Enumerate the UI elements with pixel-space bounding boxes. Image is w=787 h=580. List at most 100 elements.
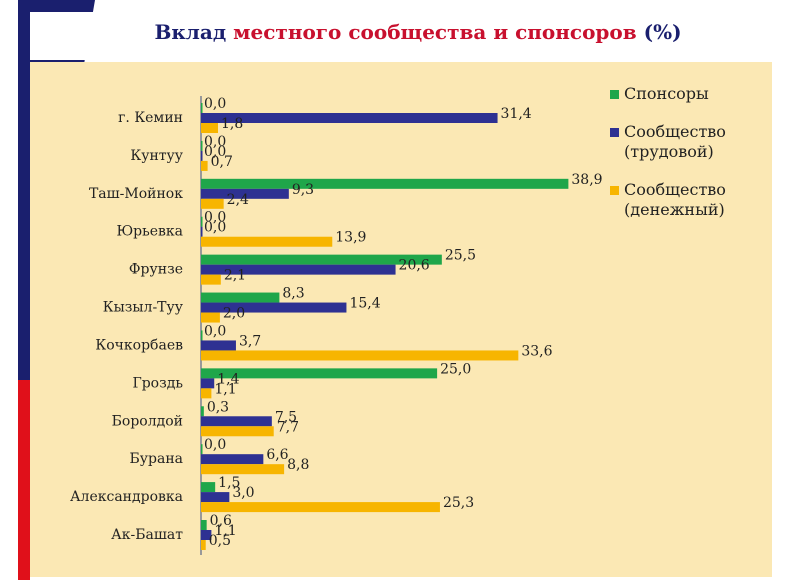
bar (201, 388, 212, 399)
bar (201, 444, 203, 455)
data-label: 0,7 (211, 154, 233, 170)
legend-label: Спонсоры (624, 84, 709, 103)
data-label: 25,0 (440, 361, 471, 377)
decor-strip (18, 380, 30, 580)
bar (201, 188, 289, 199)
data-label: 0,0 (204, 144, 226, 160)
legend-item: Сообщество (трудовой) (610, 122, 760, 162)
bar (201, 292, 280, 303)
bar (201, 530, 212, 540)
data-label: 0,6 (210, 513, 232, 529)
bar (201, 426, 274, 437)
legend-swatch (610, 186, 619, 195)
legend-item: Сообщество (денежный) (610, 180, 760, 220)
data-label: 15,4 (349, 296, 380, 312)
data-label: 0,0 (204, 210, 226, 226)
data-label: 38,9 (571, 172, 602, 188)
bar (201, 330, 203, 341)
y-tick-label: Гроздь (132, 375, 183, 391)
y-tick-label: Кунтуу (130, 148, 183, 164)
data-label: 25,5 (445, 248, 476, 264)
data-label: 9,3 (292, 182, 314, 198)
bar (201, 482, 216, 493)
data-label: 20,6 (399, 258, 430, 274)
title-part: местного сообщества и спонсоров (233, 20, 637, 44)
data-label: 0,0 (204, 220, 226, 236)
data-label: 25,3 (443, 495, 474, 511)
legend-label: Сообщество (денежный) (624, 180, 726, 219)
bar (201, 103, 203, 113)
data-label: 1,1 (214, 381, 236, 397)
data-label: 1,8 (221, 116, 243, 132)
legend-swatch (610, 90, 619, 99)
bar (201, 150, 203, 161)
bar (201, 378, 215, 389)
data-label: 2,0 (223, 306, 245, 322)
bar (201, 113, 498, 123)
bar (201, 178, 569, 189)
bar (201, 540, 206, 550)
chart-title: Вклад местного сообщества и спонсоров (%… (154, 20, 681, 44)
data-label: 7,7 (277, 419, 299, 435)
data-label: 0,5 (209, 533, 231, 549)
title-part: (%) (644, 20, 682, 44)
data-label: 1,4 (217, 371, 239, 387)
bar (201, 368, 438, 379)
data-label: 2,4 (227, 192, 249, 208)
data-label: 2,1 (224, 268, 246, 284)
y-tick-label: г. Кемин (118, 110, 183, 126)
data-label: 31,4 (501, 106, 532, 122)
data-label: 0,3 (207, 399, 229, 415)
bar (201, 454, 264, 465)
data-label: 13,9 (335, 230, 366, 246)
data-label: 1,1 (214, 523, 236, 539)
legend-swatch (610, 128, 619, 137)
data-label: 0,0 (204, 437, 226, 453)
data-label: 8,3 (282, 286, 304, 302)
data-label: 3,0 (232, 485, 254, 501)
data-label: 1,5 (218, 475, 240, 491)
data-label: 8,8 (287, 457, 309, 473)
legend: Спонсоры Сообщество (трудовой) Сообщество … (610, 84, 760, 238)
data-label: 0,0 (204, 134, 226, 150)
y-tick-label: Юрьевка (116, 224, 183, 240)
bar (201, 216, 203, 227)
bar (201, 464, 285, 475)
bar (201, 406, 204, 417)
data-label: 0,0 (204, 96, 226, 112)
bar (201, 198, 224, 209)
y-tick-label: Кочкорбаев (95, 337, 183, 353)
bar (201, 140, 203, 151)
data-label: 0,0 (204, 323, 226, 339)
bar (201, 226, 203, 237)
y-tick-label: Боролдой (112, 413, 183, 429)
y-tick-label: Александровка (70, 489, 183, 505)
y-tick-label: Бурана (129, 451, 183, 467)
bar (201, 123, 218, 133)
data-label: 33,6 (521, 343, 552, 359)
bar (201, 520, 207, 530)
data-label: 3,7 (239, 333, 261, 349)
data-label: 6,6 (266, 447, 288, 463)
y-tick-label: Кызыл-Туу (103, 300, 184, 316)
y-tick-label: Ак-Башат (111, 527, 183, 543)
plot-background (30, 62, 772, 577)
y-tick-label: Фрунзе (129, 262, 183, 278)
bar (201, 274, 221, 285)
bar (201, 502, 440, 513)
data-label: 7,5 (275, 409, 297, 425)
legend-item: Спонсоры (610, 84, 760, 104)
bar (201, 302, 347, 313)
bar (201, 236, 333, 247)
bar (201, 340, 236, 351)
bar (201, 312, 220, 323)
bar (201, 350, 519, 361)
bar (201, 416, 272, 427)
bar (201, 254, 442, 265)
y-tick-label: Таш-Мойнок (89, 186, 183, 202)
bar (201, 492, 230, 503)
bar (201, 264, 396, 275)
title-bar (30, 12, 775, 60)
